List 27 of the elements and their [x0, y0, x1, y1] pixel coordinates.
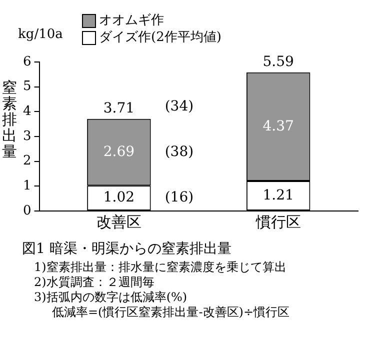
data-label: 2.69 — [103, 144, 135, 160]
data-label: 1.21 — [262, 187, 294, 204]
y-tick-label: 3 — [22, 128, 32, 144]
text: 1)窒素排出量：排水量に窒素濃度を乗じて算出 — [33, 260, 288, 275]
y-tick-label: 6 — [22, 54, 32, 70]
legend-label: ダイズ作(2作平均値) — [99, 29, 222, 46]
total-label: 3.71 — [103, 100, 135, 117]
text: 2)水質調査：２週間毎 — [33, 275, 156, 290]
annotation: (34) — [164, 98, 194, 115]
text: 図1 暗渠・明渠からの窒素排出量 — [22, 240, 232, 258]
text: kg/10a — [18, 27, 63, 42]
text: 3)括弧内の数字は低減率(%) — [33, 290, 188, 305]
data-label: 1.02 — [103, 190, 135, 206]
annotation: (16) — [164, 190, 194, 206]
y-tick-label: 2 — [22, 154, 32, 169]
y-tick-label: 4 — [22, 104, 32, 120]
x-tick-label: 改善区 — [96, 212, 142, 231]
y-axis-title: 窒素排出量 — [2, 78, 17, 160]
x-tick-label: 慣行区 — [254, 212, 301, 231]
annotation: (38) — [164, 144, 194, 160]
data-label: 4.37 — [262, 118, 294, 134]
total-label: 5.59 — [262, 54, 294, 70]
y-tick-label: 5 — [22, 79, 32, 94]
legend-label: オオムギ作 — [99, 12, 164, 29]
y-tick-label: 1 — [22, 178, 32, 194]
text: 低減率=(慣行区窒素排出量-改善区)÷慣行区 — [51, 305, 290, 320]
y-tick-label: 0 — [22, 203, 32, 218]
